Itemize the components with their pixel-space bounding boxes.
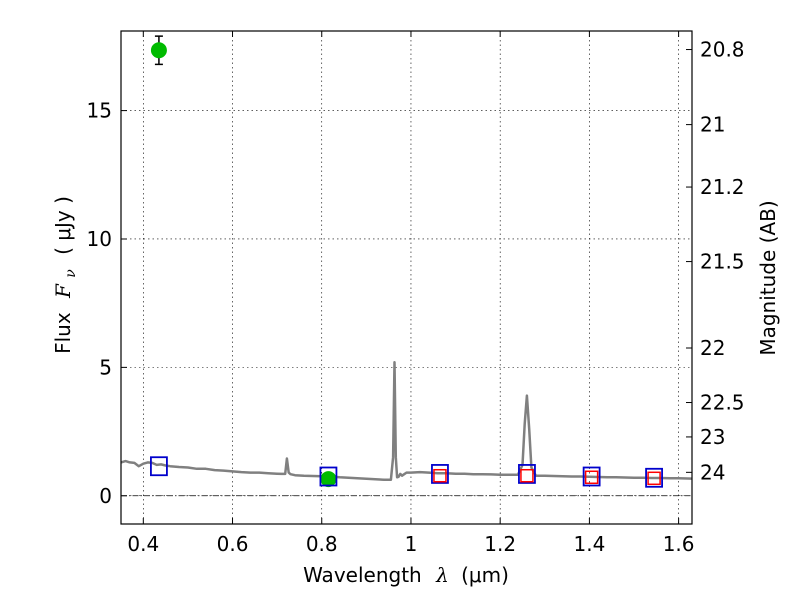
x-tick-label: 1 <box>405 532 418 556</box>
x-tick-label: 1.4 <box>573 532 605 556</box>
ticks: 0.4 0.6 0.8 1 1.2 1.4 1.6 0 5 10 15 20.8 21 21.2 21.5 2… <box>87 31 745 556</box>
y-tick-label: 10 <box>87 227 112 251</box>
x-axis-label: Wavelength λ (μm) <box>303 563 509 587</box>
plot-data <box>121 35 692 488</box>
mag-tick-label: 20.8 <box>700 38 745 62</box>
spectrum-line <box>121 360 692 482</box>
model-square <box>431 464 449 484</box>
model-square <box>150 456 168 477</box>
observed-point <box>320 471 337 488</box>
grid <box>121 31 692 524</box>
mag-tick-label: 24 <box>700 460 725 484</box>
model-square-inner <box>647 471 661 486</box>
x-tick-label: 1.2 <box>484 532 516 556</box>
x-tick-label: 0.4 <box>127 532 159 556</box>
x-tick-label: 0.6 <box>217 532 249 556</box>
model-square <box>319 466 338 487</box>
model-square-inner <box>433 468 447 483</box>
plot-area <box>121 35 692 488</box>
y-tick-label: 0 <box>99 484 112 508</box>
y-tick-label: 5 <box>99 355 112 379</box>
model-square <box>518 464 536 484</box>
plot-frame <box>120 30 693 525</box>
mag-tick-label: 21 <box>700 113 725 137</box>
x-tick-label: 1.6 <box>663 532 695 556</box>
y-tick-label: 15 <box>87 99 112 123</box>
model-square-inner <box>520 468 534 483</box>
observed-point <box>150 42 167 59</box>
model-square <box>645 467 663 488</box>
mag-tick-label: 21.5 <box>700 250 745 274</box>
mag-tick-label: 22 <box>700 336 725 360</box>
mag-tick-label: 22.5 <box>700 391 745 415</box>
x-tick-label: 0.8 <box>306 532 338 556</box>
mag-tick-label: 23 <box>700 425 725 449</box>
y-axis-label: Flux F ν ( μJy ) <box>51 196 80 354</box>
model-square-inner <box>584 470 599 485</box>
y-right-axis-label: Magnitude (AB) <box>756 200 780 355</box>
mag-tick-label: 21.2 <box>700 175 745 199</box>
model-square <box>582 466 601 487</box>
